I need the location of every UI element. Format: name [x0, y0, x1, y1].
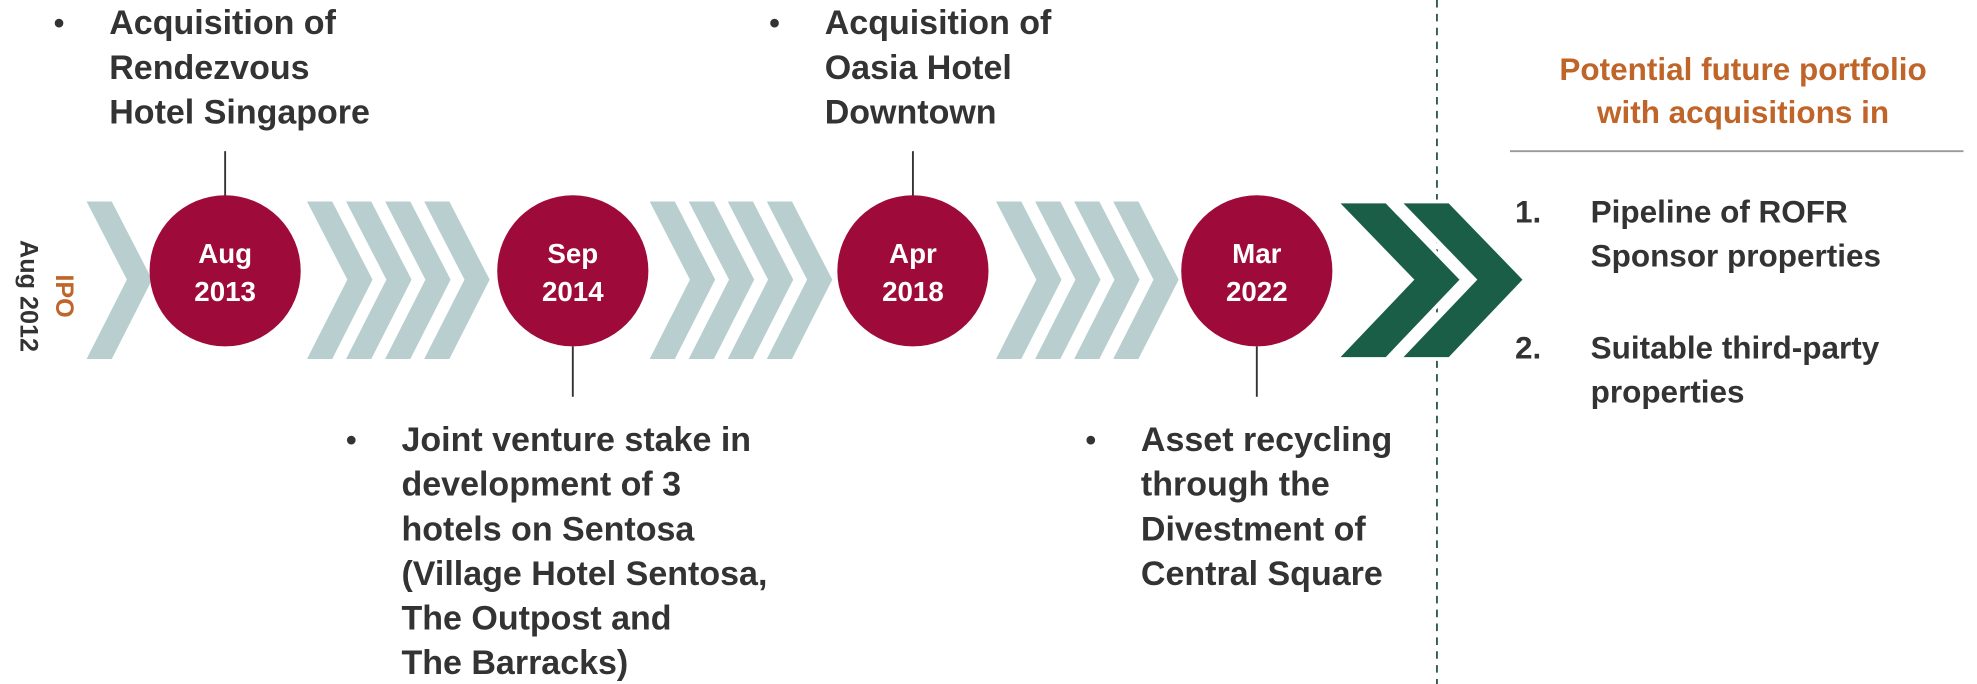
chevron: [86, 201, 153, 360]
milestone-date: Sep: [547, 238, 598, 269]
milestone-text: Rendezvous: [109, 49, 309, 87]
bullet: •: [769, 7, 780, 40]
future-title: with acquisitions in: [1596, 94, 1889, 130]
item-number: 2.: [1515, 330, 1541, 366]
future-title: Potential future portfolio: [1559, 51, 1926, 87]
milestone-text: hotels on Sentosa: [401, 510, 695, 548]
item-text: Sponsor properties: [1591, 238, 1881, 274]
milestone-circle: [497, 195, 649, 347]
chevron: [1331, 199, 1465, 361]
milestone-text: The Barracks): [401, 644, 628, 682]
chevron: [766, 201, 833, 360]
milestone-date: 2013: [194, 276, 256, 307]
chevron: [1074, 201, 1140, 360]
milestone-circle: [837, 195, 989, 347]
milestone-date: 2014: [542, 276, 604, 307]
milestone-text: development of 3: [401, 466, 681, 504]
chevron: [1113, 201, 1179, 360]
milestone-text: Joint venture stake in: [401, 421, 751, 459]
milestone-text: Hotel Singapore: [109, 93, 370, 131]
milestone-circle: [149, 195, 301, 347]
milestone-text: Central Square: [1141, 555, 1383, 593]
milestone-circle: [1181, 195, 1333, 347]
milestone-text: Downtown: [825, 93, 997, 131]
milestone-text: Asset recycling: [1141, 421, 1392, 459]
item-text: properties: [1591, 374, 1745, 410]
milestone-text: through the: [1141, 466, 1330, 504]
bullet: •: [54, 7, 65, 40]
milestone-text: The Outpost and: [401, 599, 671, 637]
bullet: •: [346, 424, 357, 457]
milestone-date: Mar: [1232, 238, 1281, 269]
chevron: [1035, 201, 1101, 360]
chevron: [996, 201, 1062, 360]
chevron: [649, 201, 716, 360]
milestone-text: Divestment of: [1141, 510, 1366, 548]
milestone-date: Apr: [889, 238, 937, 269]
milestone-date: 2018: [882, 276, 944, 307]
item-text: Pipeline of ROFR: [1591, 193, 1848, 229]
bullet: •: [1085, 424, 1096, 457]
chevron: [385, 201, 451, 360]
milestone-text: (Village Hotel Sentosa,: [401, 555, 767, 593]
milestone-text: Acquisition of: [825, 4, 1052, 42]
chevron: [727, 201, 794, 360]
chevron: [307, 201, 373, 360]
milestone-date: Aug: [198, 238, 252, 269]
item-number: 1.: [1515, 193, 1541, 229]
item-text: Suitable third-party: [1591, 330, 1880, 366]
milestone-text: Acquisition of: [109, 4, 336, 42]
milestone-date: 2022: [1226, 276, 1288, 307]
chevron: [346, 201, 412, 360]
chevron: [424, 201, 490, 360]
chevron: [1394, 199, 1528, 361]
chevron: [688, 201, 755, 360]
ipo-title: IPO: [50, 274, 78, 317]
ipo-date: Aug 2012: [15, 240, 43, 352]
milestone-text: Oasia Hotel: [825, 49, 1012, 87]
